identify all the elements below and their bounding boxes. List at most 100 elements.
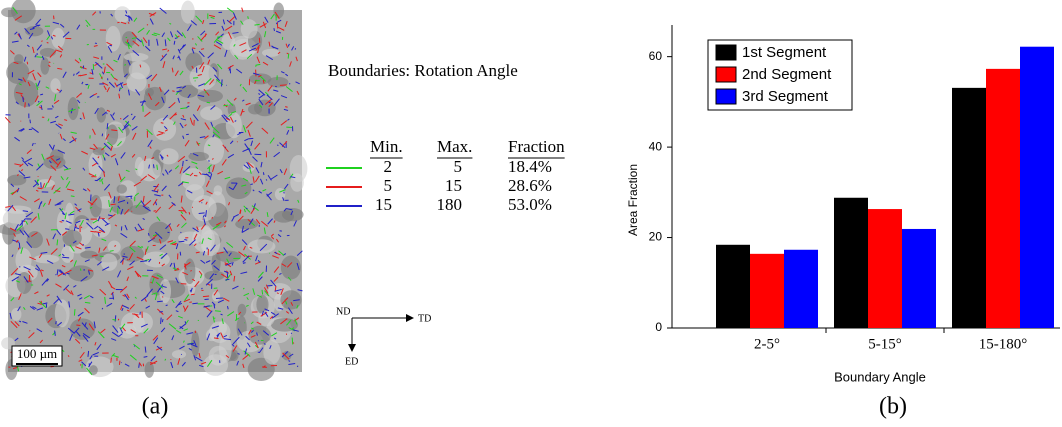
boundary — [210, 121, 214, 127]
boundary — [124, 293, 129, 301]
boundary — [185, 319, 189, 324]
grain — [180, 0, 195, 24]
boundary — [144, 248, 147, 256]
boundary — [229, 270, 233, 276]
boundary — [94, 341, 97, 346]
boundary — [280, 71, 285, 74]
boundary — [205, 201, 208, 205]
boundary — [140, 323, 148, 328]
boundary — [273, 266, 280, 273]
boundary — [269, 137, 275, 144]
boundary — [156, 164, 158, 170]
boundary — [48, 198, 52, 205]
boundary — [73, 73, 75, 76]
boundary — [89, 147, 96, 150]
boundary — [122, 124, 130, 131]
grain — [88, 151, 103, 179]
boundary — [153, 183, 160, 191]
boundary — [213, 44, 222, 50]
boundary — [242, 255, 250, 263]
boundary — [224, 176, 231, 180]
grain — [218, 335, 232, 363]
boundary — [273, 89, 279, 92]
boundary — [75, 206, 81, 213]
boundary — [108, 213, 116, 220]
boundary — [223, 104, 229, 107]
boundary — [46, 35, 51, 41]
boundary — [118, 199, 126, 203]
boundary — [47, 118, 50, 122]
boundary — [197, 94, 205, 98]
boundary — [23, 56, 27, 62]
boundary — [226, 241, 234, 248]
boundary — [149, 362, 156, 364]
boundary — [287, 276, 292, 281]
boundary — [135, 168, 138, 171]
boundary — [264, 343, 266, 345]
bar — [834, 197, 868, 328]
boundary — [241, 49, 247, 53]
boundary — [232, 345, 238, 352]
boundary — [239, 209, 242, 214]
boundary — [190, 343, 198, 348]
boundary — [184, 294, 190, 301]
boundary — [31, 127, 39, 133]
boundary — [38, 300, 47, 309]
boundary — [149, 146, 152, 149]
grain — [43, 155, 66, 170]
boundary — [48, 144, 53, 150]
boundary — [122, 255, 128, 258]
boundary — [60, 208, 64, 212]
boundary — [15, 273, 22, 276]
boundary — [101, 147, 105, 151]
boundary — [195, 15, 203, 23]
boundary — [50, 157, 59, 166]
boundary — [48, 64, 51, 68]
boundary — [68, 213, 75, 216]
boundary — [64, 269, 72, 275]
boundary — [222, 144, 229, 153]
boundary — [174, 37, 178, 39]
boundary — [146, 128, 153, 136]
boundary — [51, 105, 54, 108]
boundary — [183, 328, 189, 332]
boundary — [69, 244, 75, 252]
boundary — [169, 241, 177, 245]
boundary — [65, 220, 72, 224]
scale-bar-label: 100 µm — [17, 346, 57, 361]
boundary — [177, 155, 186, 163]
boundary — [73, 223, 77, 231]
boundary — [156, 274, 163, 279]
boundary — [256, 56, 261, 64]
boundary — [226, 117, 231, 121]
boundary — [215, 41, 223, 46]
boundary — [134, 296, 137, 299]
boundary — [78, 74, 81, 77]
boundary — [30, 216, 37, 224]
boundary — [273, 276, 279, 282]
boundary — [124, 224, 128, 231]
boundary — [283, 168, 288, 175]
boundary — [231, 261, 234, 266]
boundary — [121, 307, 124, 312]
boundary — [231, 216, 235, 222]
boundary — [79, 219, 84, 227]
boundary — [267, 218, 273, 225]
boundary — [254, 142, 261, 150]
boundary — [151, 156, 155, 160]
boundary — [264, 311, 269, 317]
boundary — [32, 24, 39, 29]
boundary — [133, 345, 136, 347]
boundary — [73, 309, 76, 316]
boundary — [134, 270, 142, 278]
boundary — [78, 57, 82, 62]
boundary — [274, 288, 282, 292]
boundary — [156, 132, 164, 136]
boundary — [99, 217, 105, 220]
boundary — [288, 362, 296, 365]
boundary — [211, 301, 216, 306]
boundary — [5, 205, 11, 208]
boundary — [136, 256, 144, 261]
boundary — [67, 327, 75, 334]
boundary — [161, 319, 164, 323]
